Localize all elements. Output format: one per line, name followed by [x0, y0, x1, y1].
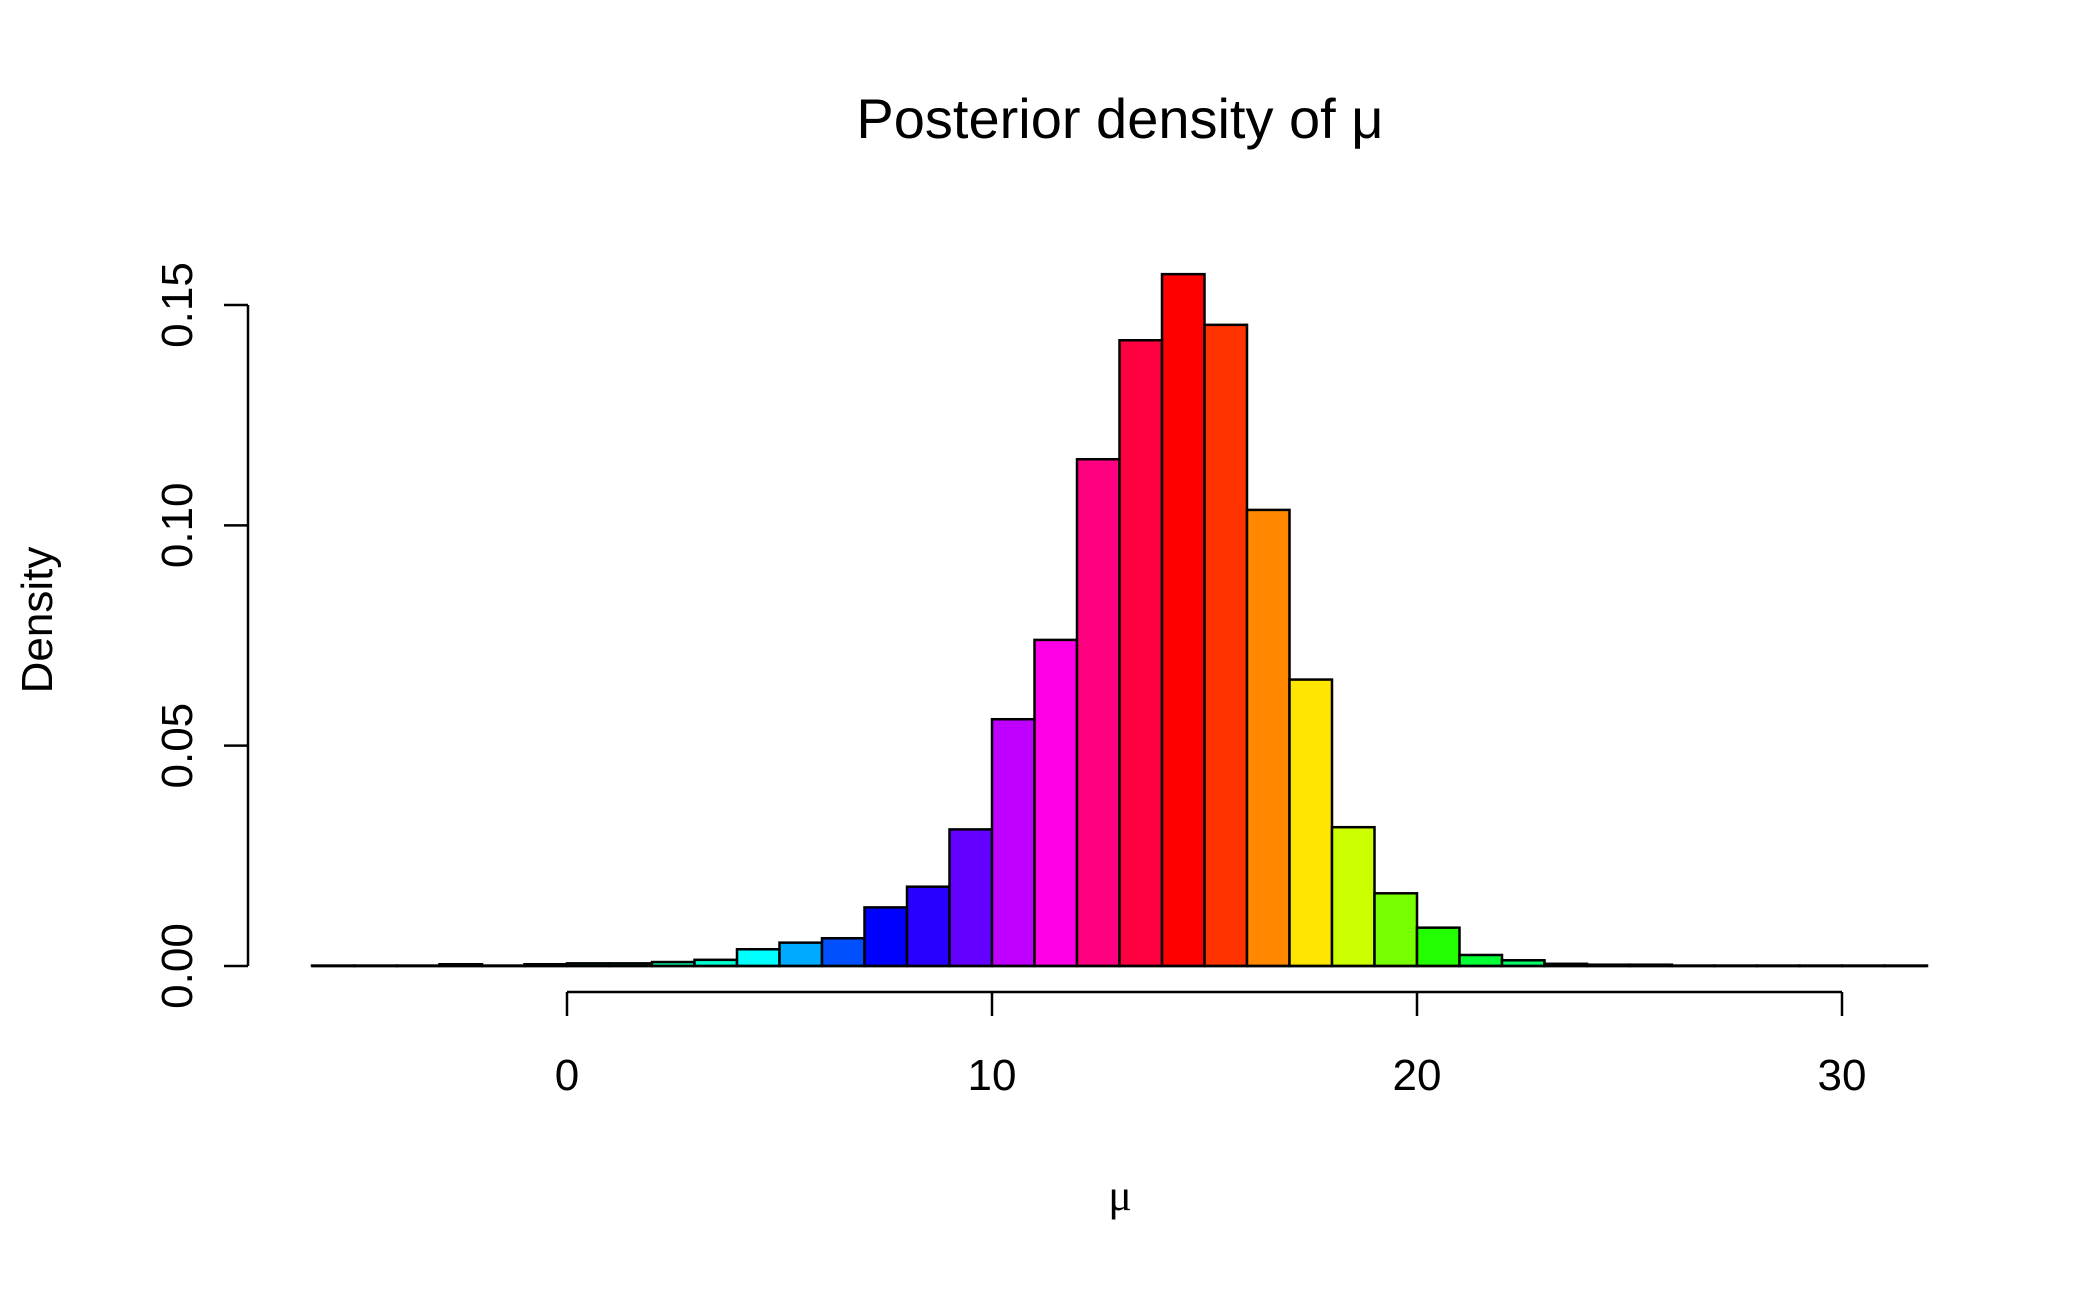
histogram-bar [1075, 457, 1121, 968]
histogram-bar [1118, 339, 1164, 968]
histogram-bar [778, 941, 824, 968]
histogram-bar [990, 717, 1036, 968]
histogram-bar [948, 828, 994, 968]
x-tick-label: 0 [555, 1051, 579, 1100]
y-axis: 0.00 0.05 0.10 0.15 [153, 262, 250, 1009]
histogram-bar [820, 936, 866, 968]
histogram-bar [1245, 508, 1291, 968]
y-axis-label: Density [13, 547, 62, 694]
histogram-bar [1373, 892, 1419, 968]
x-tick-label: 20 [1393, 1051, 1442, 1100]
histogram-bar [1458, 953, 1504, 968]
histogram-bar [1203, 323, 1249, 968]
y-tick-label: 0.05 [153, 703, 202, 789]
histogram-bar [905, 885, 951, 968]
histogram-bar [863, 906, 909, 968]
bars-group [310, 272, 1929, 968]
x-tick-label: 10 [968, 1051, 1017, 1100]
histogram-bar [1415, 926, 1461, 968]
x-axis: 0 10 20 30 [555, 990, 1867, 1100]
histogram-bar [735, 948, 781, 968]
y-tick-label: 0.10 [153, 483, 202, 569]
histogram-bar [1330, 825, 1376, 968]
histogram-bar [1288, 678, 1334, 968]
y-tick-label: 0.00 [153, 923, 202, 1009]
chart-title: Posterior density of μ [856, 87, 1383, 150]
x-axis-label: μ [1108, 1171, 1132, 1220]
x-tick-label: 30 [1818, 1051, 1867, 1100]
histogram-bar [1033, 638, 1079, 968]
histogram-bar [1160, 272, 1206, 968]
y-tick-label: 0.15 [153, 262, 202, 348]
